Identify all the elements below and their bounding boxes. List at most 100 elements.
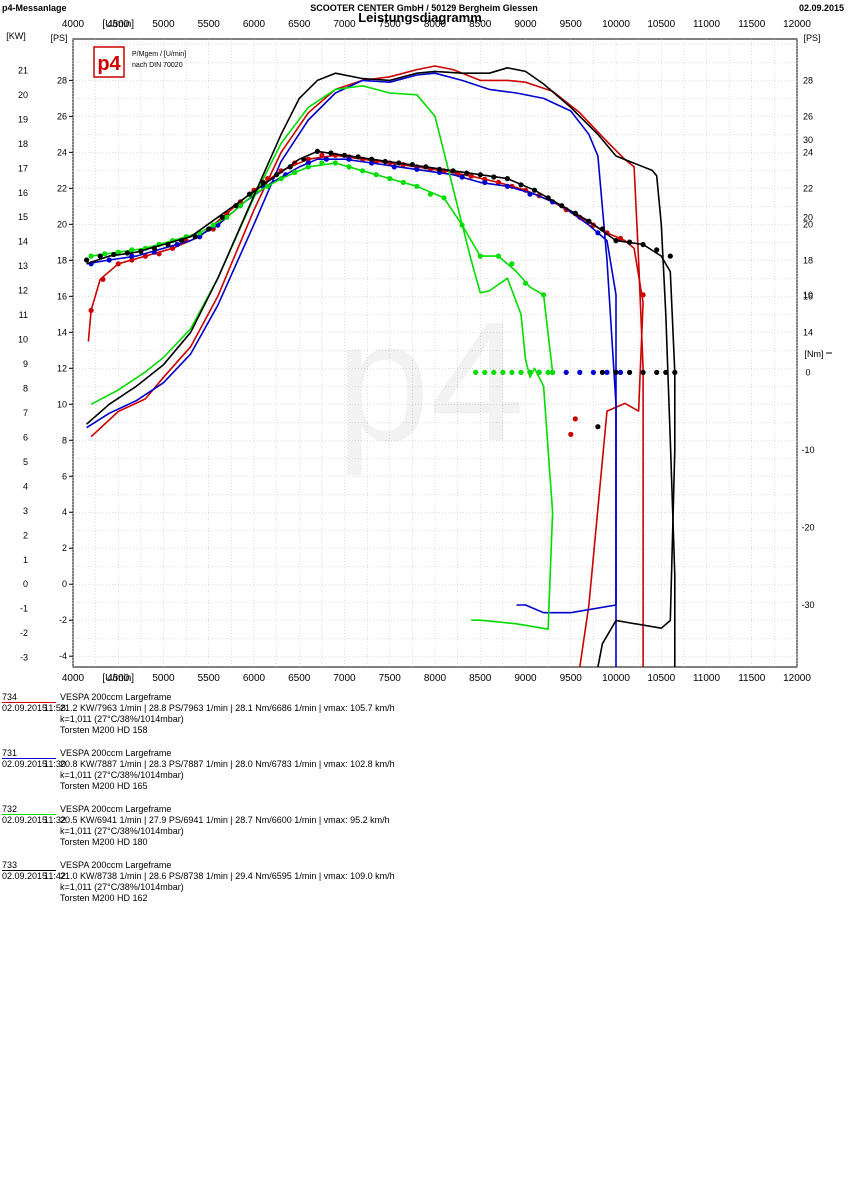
- x-unit-label-bottom: [U/min]: [102, 673, 134, 684]
- kw-tick-label: 0: [23, 579, 28, 589]
- torque-point-731: [151, 249, 157, 255]
- run-correction: k=1,011 (27°C/38%/1014mbar): [60, 826, 184, 836]
- run-id: 732: [2, 804, 18, 814]
- run-result: 21.2 KW/7963 1/min | 28.8 PS/7963 1/min …: [60, 703, 395, 713]
- torque-point-734: [617, 235, 624, 241]
- x-tick-label-bottom: 11500: [738, 673, 766, 684]
- x-tick-label-bottom: 4500: [107, 673, 130, 684]
- torque-point-731: [577, 369, 583, 375]
- torque-point-733: [595, 424, 601, 430]
- legend-run: 732 VESPA 200ccm Largeframe 02.09.2015 1…: [0, 804, 848, 860]
- run-model: VESPA 200ccm Largeframe: [60, 804, 172, 814]
- power-curve-731: [86, 72, 617, 667]
- torque-point-731: [129, 253, 135, 259]
- torque-point-733: [396, 160, 402, 166]
- torque-point-733: [179, 238, 185, 244]
- torque-point-732: [88, 253, 94, 259]
- kw-tick-label: 1: [23, 555, 28, 565]
- ps-axis-unit-right: [PS]: [803, 33, 820, 43]
- torque-point-732: [129, 247, 135, 253]
- kw-tick-label: 15: [18, 212, 28, 222]
- power-curve-734: [90, 65, 644, 667]
- run-result: 21.0 KW/8738 1/min | 28.6 PS/8738 1/min …: [60, 871, 395, 881]
- ps-tick-label-left: 10: [57, 399, 67, 409]
- torque-point-732: [210, 222, 216, 228]
- power-chart: 4000400045004500500050005500550060006000…: [6, 10, 832, 684]
- ps-tick-label-right: 16: [803, 291, 813, 301]
- torque-point-731: [414, 166, 420, 172]
- torque-point-733: [246, 191, 253, 197]
- run-description: Torsten M200 HD 162: [60, 893, 148, 903]
- torque-point-733: [654, 247, 660, 253]
- torque-point-733: [613, 369, 619, 375]
- logo-text: p4: [97, 53, 121, 75]
- torque-point-733: [206, 226, 212, 232]
- torque-point-734: [100, 276, 106, 282]
- run-color-line: [2, 870, 56, 871]
- torque-point-734: [142, 253, 148, 259]
- run-result: 20.5 KW/6941 1/min | 27.9 PS/6941 1/min …: [60, 815, 390, 825]
- ps-tick-label-left: 16: [57, 291, 67, 301]
- x-tick-label-top: 12000: [783, 19, 811, 30]
- logo-box: [93, 46, 125, 78]
- ps-tick-label-left: 14: [57, 327, 67, 337]
- x-tick-label-bottom: 5000: [152, 673, 175, 684]
- torque-point-733: [627, 369, 633, 375]
- torque-point-732: [387, 176, 393, 182]
- torque-point-732: [459, 222, 465, 228]
- torque-point-733: [314, 148, 320, 154]
- torque-point-733: [504, 176, 510, 182]
- torque-point-733: [151, 245, 157, 251]
- torque-point-733: [260, 179, 266, 185]
- torque-point-733: [287, 164, 293, 170]
- torque-point-732: [305, 164, 311, 170]
- torque-point-732: [545, 369, 551, 375]
- header-left: p4-Messanlage: [2, 3, 67, 13]
- run-description: Torsten M200 HD 165: [60, 781, 148, 791]
- torque-point-733: [84, 257, 90, 263]
- legend-run: 731 VESPA 200ccm Largeframe 02.09.2015 1…: [0, 748, 848, 804]
- kw-tick-label: 19: [18, 114, 28, 124]
- x-tick-label-bottom: 8000: [424, 673, 447, 684]
- header-right: 02.09.2015: [798, 3, 844, 13]
- torque-point-733: [219, 214, 225, 220]
- x-tick-label-top: 11000: [693, 19, 721, 30]
- x-tick-label-bottom: 9500: [560, 673, 583, 684]
- torque-point-731: [482, 179, 488, 185]
- nm-axis-unit: [Nm]: [805, 349, 824, 359]
- run-color-line: [2, 702, 56, 703]
- kw-tick-label: -3: [20, 653, 28, 663]
- torque-point-732: [115, 249, 121, 255]
- x-tick-label-bottom: 10000: [602, 673, 630, 684]
- x-tick-label-bottom: 9000: [514, 673, 537, 684]
- torque-point-733: [138, 248, 144, 254]
- torque-point-732: [500, 369, 506, 375]
- torque-point-731: [369, 160, 375, 166]
- torque-point-733: [192, 234, 198, 240]
- run-date: 02.09.2015: [2, 759, 48, 769]
- nm-tick-label: -30: [801, 600, 814, 610]
- x-unit-label-top: [U/min]: [102, 19, 134, 30]
- run-result: 20.8 KW/7887 1/min | 28.3 PS/7887 1/min …: [60, 759, 395, 769]
- torque-point-733: [599, 369, 606, 375]
- torque-point-734: [568, 431, 574, 437]
- torque-point-731: [174, 241, 180, 248]
- run-date: 02.09.2015: [2, 815, 48, 825]
- run-model: VESPA 200ccm Largeframe: [60, 692, 172, 702]
- torque-point-734: [305, 156, 311, 162]
- torque-point-733: [613, 238, 619, 244]
- torque-point-733: [369, 156, 375, 162]
- kw-tick-label: 18: [18, 139, 28, 149]
- torque-point-732: [518, 369, 524, 375]
- ps-axis-unit-left: [PS]: [50, 33, 67, 43]
- kw-tick-label: 13: [18, 261, 28, 271]
- torque-point-732: [400, 179, 406, 185]
- x-tick-label-top: 7000: [333, 19, 356, 30]
- kw-tick-label: 14: [18, 237, 28, 247]
- kw-tick-label: 2: [23, 530, 28, 540]
- torque-point-734: [115, 261, 121, 267]
- torque-point-732: [427, 191, 434, 197]
- torque-point-732: [491, 369, 497, 375]
- logo-caption-2: nach DIN 70020: [132, 62, 183, 69]
- torque-point-734: [170, 245, 176, 251]
